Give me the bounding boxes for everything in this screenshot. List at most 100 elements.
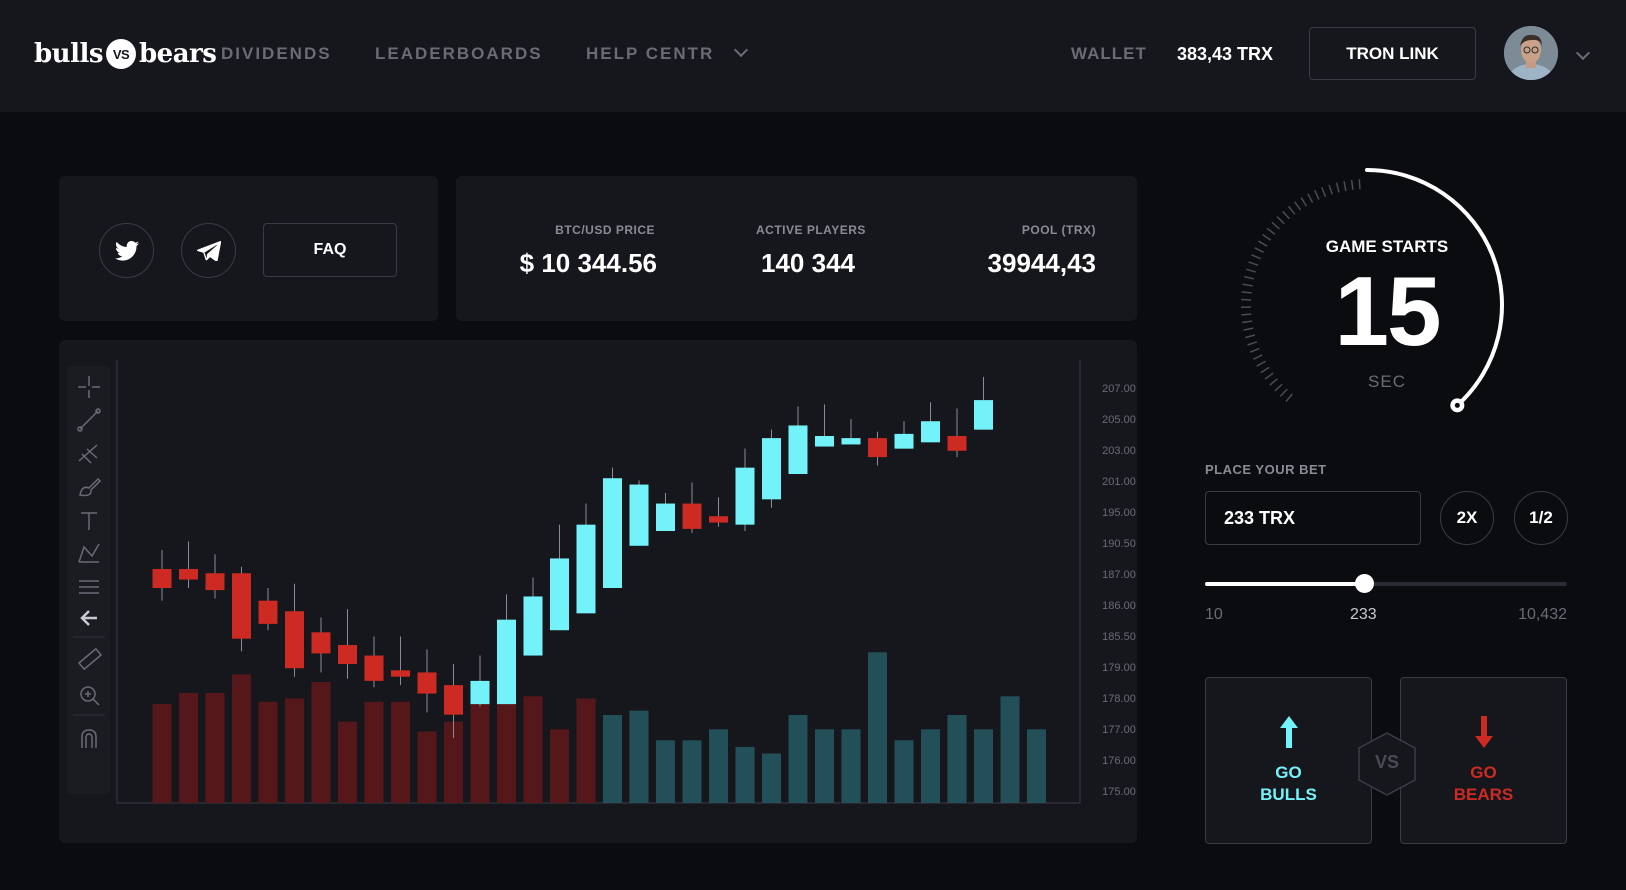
brush-icon[interactable] bbox=[79, 477, 102, 497]
profile-menu-chevron-icon[interactable] bbox=[1575, 45, 1591, 61]
volume-bar bbox=[523, 696, 543, 803]
nav-leaderboards[interactable]: LEADERBOARDS bbox=[375, 44, 543, 63]
dial-tick bbox=[1321, 187, 1327, 197]
countdown-dial bbox=[1241, 168, 1504, 413]
tron-link-button[interactable]: TRON LINK bbox=[1309, 27, 1476, 80]
bulls-vs-bears-logo[interactable]: bulls VS bears bbox=[34, 39, 217, 69]
telegram-button[interactable] bbox=[181, 223, 236, 278]
volume-bar bbox=[417, 731, 437, 803]
half-bet-button[interactable]: 1/2 bbox=[1514, 491, 1568, 545]
candle bbox=[894, 421, 914, 449]
candle-body bbox=[815, 436, 834, 447]
ruler-icon[interactable] bbox=[77, 647, 103, 671]
candle bbox=[735, 448, 755, 531]
dial-tick bbox=[1251, 254, 1261, 260]
fork-icon[interactable] bbox=[78, 444, 98, 464]
volume-bar bbox=[285, 698, 304, 803]
candlestick-chart[interactable]: 207.00 205.00 203.00 201.00 195.00 190.50 187.… bbox=[59, 340, 1137, 843]
trend-line-icon[interactable] bbox=[77, 408, 101, 432]
candle-body bbox=[152, 569, 172, 588]
volume-bar bbox=[550, 729, 569, 803]
dial-tick bbox=[1282, 210, 1290, 220]
bet-slider[interactable] bbox=[1205, 574, 1567, 593]
stat-value-btc-price: $ 10 344.56 bbox=[519, 248, 657, 278]
candles bbox=[152, 376, 993, 738]
dial-tick bbox=[1244, 275, 1255, 280]
volume-bar bbox=[391, 701, 410, 803]
volume-bar bbox=[603, 715, 622, 803]
candle bbox=[682, 482, 702, 534]
chevron-down-icon[interactable] bbox=[733, 42, 749, 58]
volume-bar bbox=[709, 729, 728, 803]
dial-tick bbox=[1258, 240, 1268, 247]
volume-bar bbox=[258, 701, 278, 803]
volume-bar bbox=[179, 693, 198, 803]
dial-tick bbox=[1285, 393, 1294, 403]
volume-bar bbox=[444, 721, 463, 803]
twitter-button[interactable] bbox=[99, 223, 154, 278]
dial-tick bbox=[1335, 182, 1340, 193]
candle bbox=[550, 524, 569, 631]
slider-min-label: 10 bbox=[1205, 606, 1223, 623]
dial-tick bbox=[1248, 261, 1259, 267]
dial-tick bbox=[1358, 179, 1361, 190]
arrow-up-icon bbox=[1280, 716, 1298, 748]
candle bbox=[179, 541, 198, 588]
bet-amount-input[interactable] bbox=[1205, 491, 1421, 545]
dial-tick bbox=[1262, 233, 1272, 241]
candle-body bbox=[629, 484, 649, 546]
price-tick-label: 187.00 bbox=[1102, 569, 1136, 581]
dial-tick bbox=[1328, 184, 1333, 195]
dial-tick bbox=[1269, 378, 1278, 386]
dial-tick bbox=[1276, 216, 1285, 225]
dial-tick bbox=[1242, 320, 1253, 324]
go-bulls-button[interactable]: GO BULLS bbox=[1205, 677, 1372, 844]
volume-bar bbox=[656, 740, 675, 803]
vs-label: VS bbox=[1374, 752, 1399, 772]
candle bbox=[364, 636, 384, 688]
candle bbox=[232, 566, 251, 652]
price-tick-label: 176.00 bbox=[1102, 755, 1136, 767]
candle-body bbox=[709, 516, 728, 523]
arrow-left-icon[interactable] bbox=[80, 610, 97, 626]
text-tool-icon[interactable] bbox=[81, 512, 97, 530]
candle-body bbox=[258, 600, 278, 624]
stat-label-pool: POOL (TRX) bbox=[1021, 223, 1096, 237]
candle bbox=[311, 617, 331, 673]
nav-help-centr[interactable]: HELP CENTR bbox=[586, 44, 715, 63]
bet-slider-thumb[interactable] bbox=[1355, 574, 1375, 593]
candle-body bbox=[205, 573, 225, 591]
magnet-icon[interactable] bbox=[81, 729, 97, 748]
zoom-in-icon[interactable] bbox=[80, 686, 100, 706]
nav-dividends[interactable]: DIVIDENDS bbox=[221, 44, 332, 63]
place-bet-label: PLACE YOUR BET bbox=[1205, 462, 1327, 477]
stat-value-active-players: 140 344 bbox=[761, 248, 855, 278]
avatar[interactable] bbox=[1504, 26, 1558, 80]
go-bears-button[interactable]: GO BEARS bbox=[1400, 677, 1567, 844]
slider-current-label: 233 bbox=[1350, 606, 1377, 623]
slider-max-label: 10,432 bbox=[1518, 606, 1567, 623]
candle bbox=[444, 664, 463, 738]
countdown-progress-arc bbox=[1365, 168, 1504, 408]
candle bbox=[921, 402, 940, 443]
candle-body bbox=[735, 467, 755, 525]
dial-tick bbox=[1307, 193, 1314, 203]
fibonacci-icon[interactable] bbox=[79, 580, 99, 594]
double-bet-button[interactable]: 2X bbox=[1440, 491, 1494, 545]
crosshair-icon[interactable] bbox=[78, 376, 100, 398]
candle-body bbox=[762, 438, 781, 500]
dial-tick bbox=[1287, 205, 1296, 215]
price-tick-label: 195.00 bbox=[1102, 507, 1136, 519]
candle-body bbox=[497, 619, 516, 705]
price-tick-label: 186.00 bbox=[1102, 600, 1136, 612]
volume-bar bbox=[974, 729, 993, 803]
faq-button[interactable]: FAQ bbox=[263, 223, 397, 277]
volume-bars bbox=[152, 652, 1046, 803]
stat-label-btc-price: BTC/USD PRICE bbox=[555, 223, 655, 237]
dial-tick bbox=[1300, 197, 1308, 207]
candle bbox=[205, 554, 225, 599]
countdown-knob-center bbox=[1454, 402, 1460, 408]
pattern-icon[interactable] bbox=[78, 543, 100, 563]
wallet-balance: 383,43 TRX bbox=[1177, 44, 1274, 64]
dial-tick bbox=[1279, 388, 1288, 397]
